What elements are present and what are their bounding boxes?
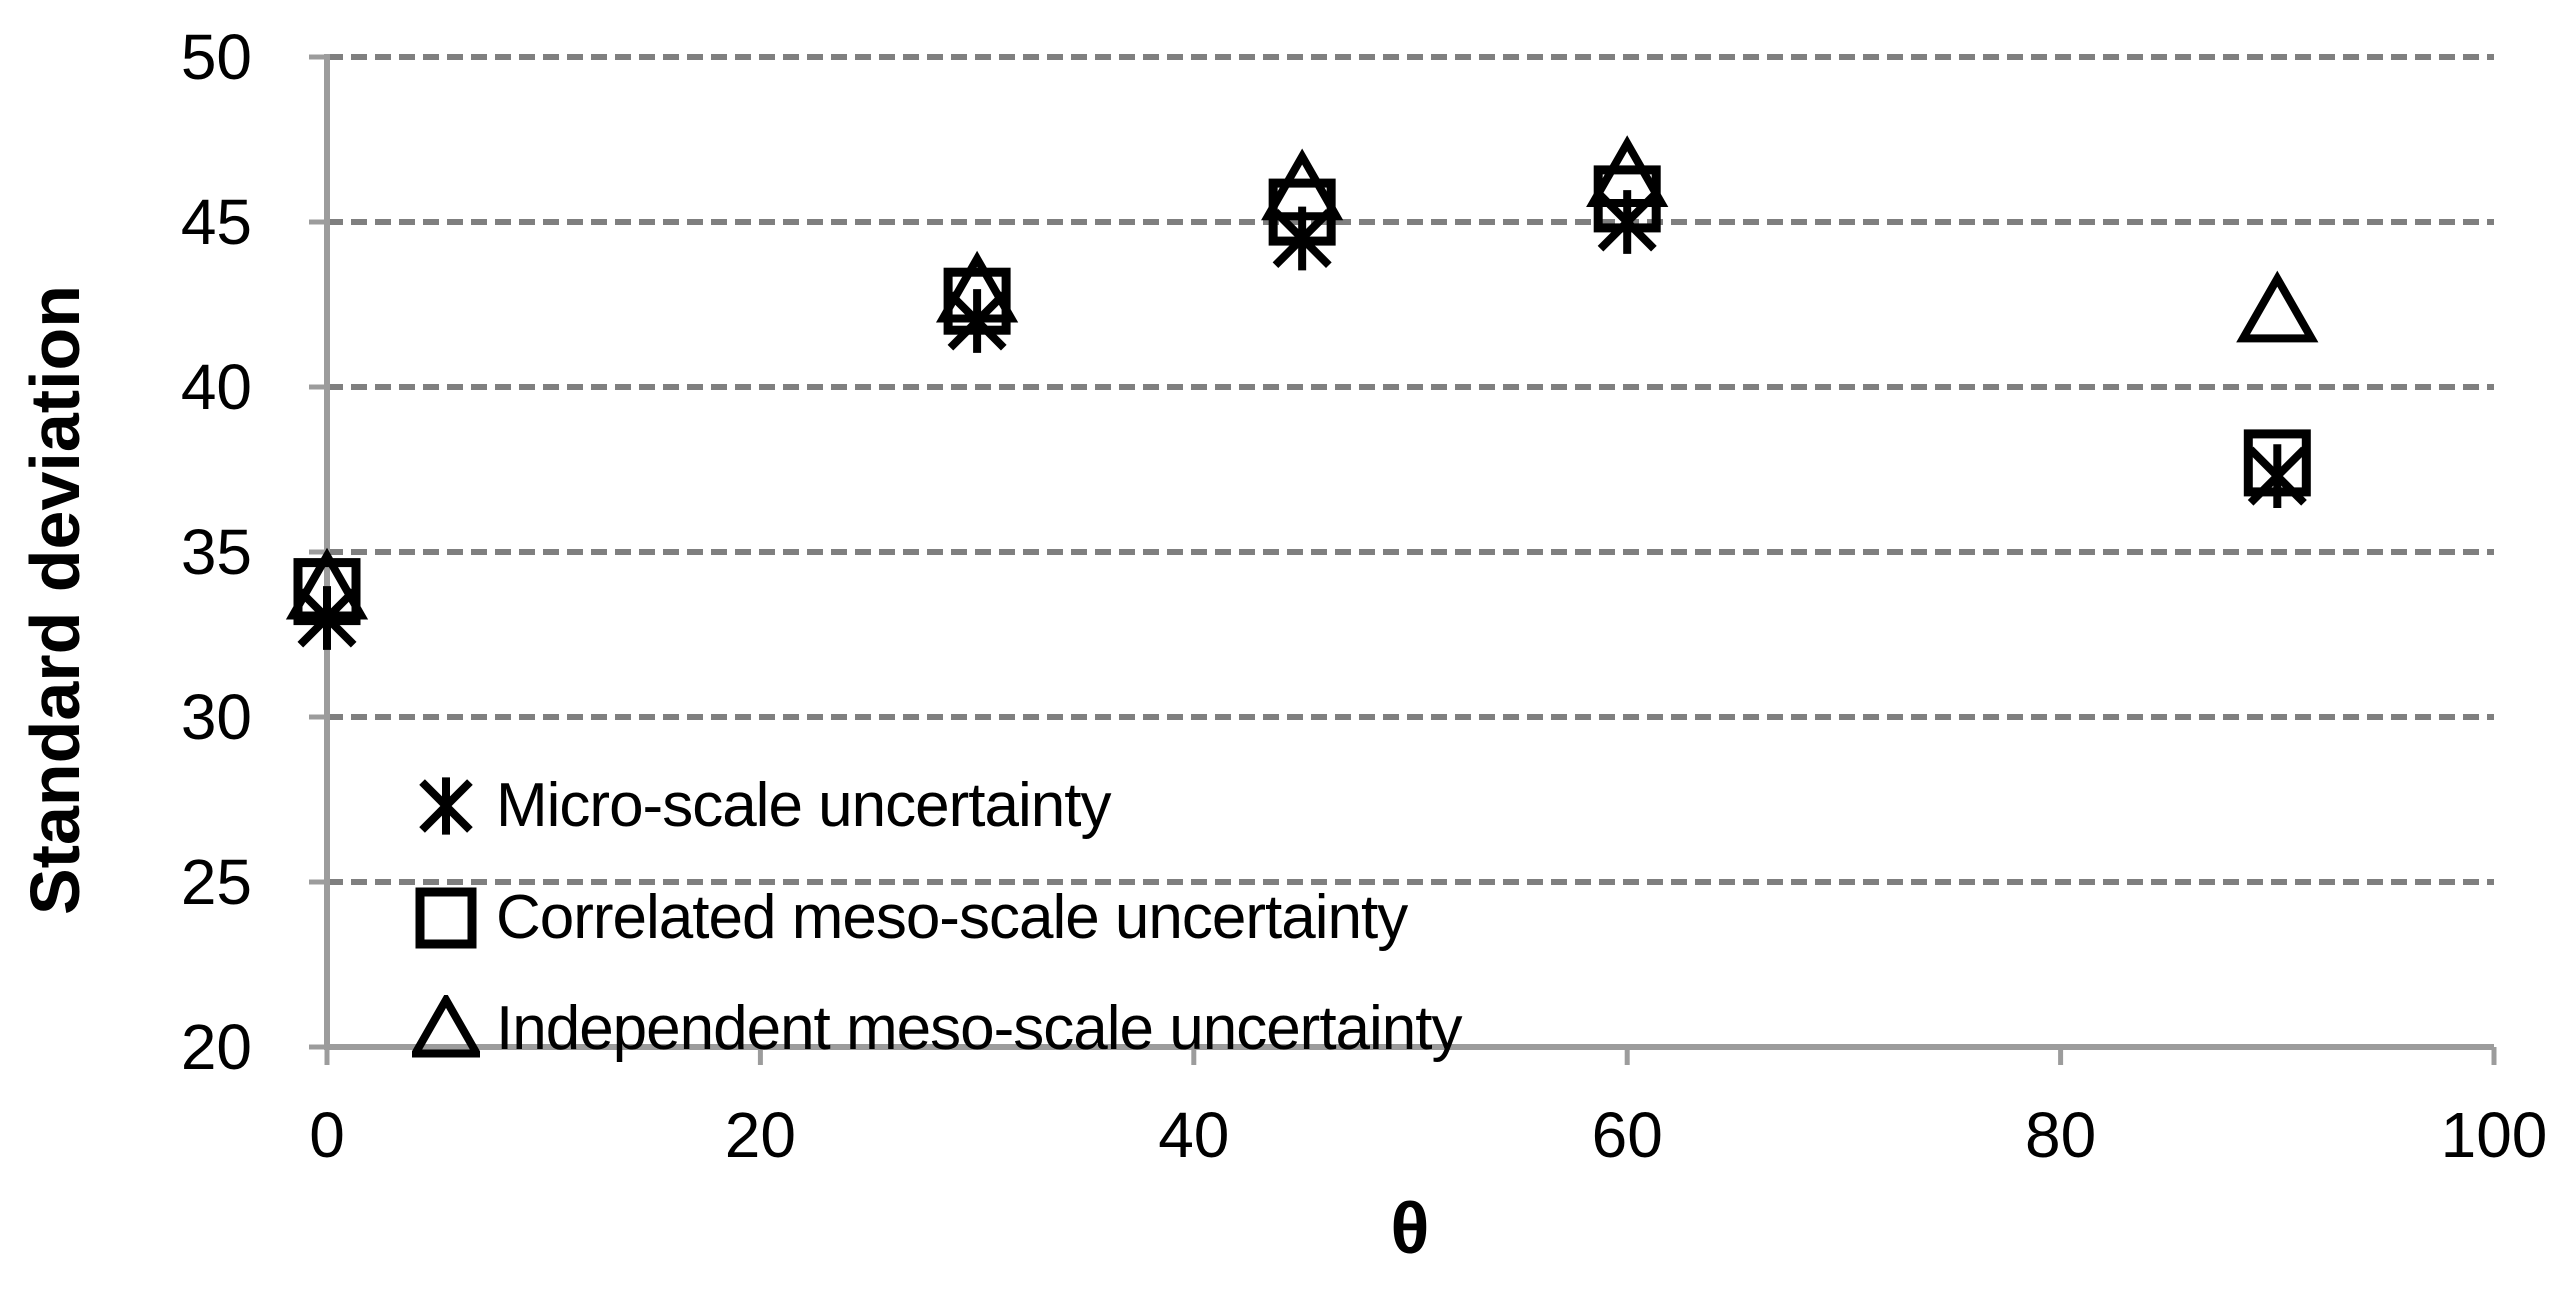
x-tick-label-60: 60 xyxy=(1591,1099,1663,1171)
legend-label: Correlated meso-scale uncertainty xyxy=(496,883,1408,952)
asterisk-marker-icon xyxy=(419,777,473,835)
asterisk-marker xyxy=(419,779,473,833)
triangle-marker-icon xyxy=(412,995,480,1058)
legend-item-independent-meso-scale: Independent meso-scale uncertainty xyxy=(412,994,1463,1064)
square-marker xyxy=(415,887,477,949)
square-marker-icon xyxy=(415,887,477,949)
y-tick-label-50: 50 xyxy=(180,21,252,93)
legend-label: Independent meso-scale uncertainty xyxy=(496,994,1463,1063)
x-tick-label-40: 40 xyxy=(1158,1099,1230,1171)
x-axis-title: θ xyxy=(1390,1189,1430,1269)
x-tick-label-20: 20 xyxy=(724,1099,796,1171)
square-marker xyxy=(943,267,1011,335)
x-tick-label-100: 100 xyxy=(2440,1099,2548,1171)
y-tick-label-45: 45 xyxy=(180,186,252,258)
y-tick-label-20: 20 xyxy=(180,1011,252,1083)
y-tick-label-25: 25 xyxy=(180,846,252,918)
legend-label: Micro-scale uncertainty xyxy=(496,771,1111,840)
triangle-marker xyxy=(935,250,1019,323)
triangle-marker xyxy=(1261,148,1344,221)
y-tick-label-30: 30 xyxy=(180,681,252,753)
square-marker xyxy=(2243,429,2311,497)
triangle-marker xyxy=(285,547,369,620)
triangle-marker xyxy=(1586,135,1669,208)
x-tick-label-0: 0 xyxy=(309,1099,345,1171)
legend-item-correlated-meso-scale: Correlated meso-scale uncertainty xyxy=(412,883,1408,953)
legend-item-micro-scale: Micro-scale uncertainty xyxy=(412,771,1111,841)
y-tick-label-35: 35 xyxy=(180,516,252,588)
x-tick-label-80: 80 xyxy=(2025,1099,2097,1171)
triangle-marker xyxy=(412,995,480,1058)
triangle-marker xyxy=(2236,270,2319,343)
y-tick-label-40: 40 xyxy=(180,351,252,423)
